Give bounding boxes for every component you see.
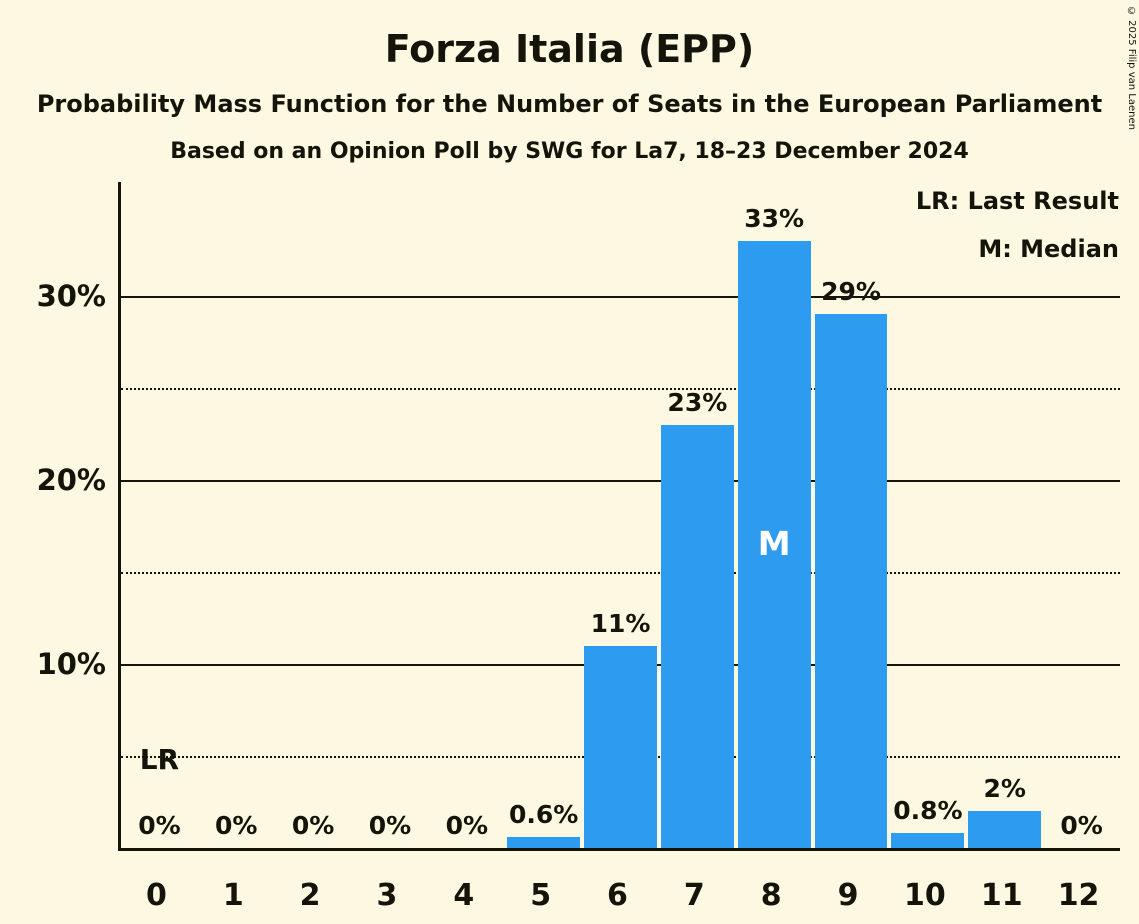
bar-value-label-seat-12: 0% bbox=[1060, 811, 1103, 840]
bar-seat-8 bbox=[737, 240, 811, 848]
y-axis-label-30: 30% bbox=[36, 279, 106, 314]
bar-value-label-seat-1: 0% bbox=[215, 811, 258, 840]
bar-value-label-seat-4: 0% bbox=[445, 811, 489, 840]
bar-value-label-seat-11: 2% bbox=[983, 774, 1026, 804]
chart-subtitle: Probability Mass Function for the Number… bbox=[36, 90, 1103, 118]
x-axis-label-10: 10 bbox=[904, 878, 946, 913]
median-marker: M bbox=[757, 524, 791, 564]
legend-last-result: LR: Last Result bbox=[915, 187, 1119, 215]
copyright-text: © 2025 Filip van Laenen bbox=[1126, 6, 1137, 130]
bar-value-label-seat-10: 0.8% bbox=[893, 796, 963, 826]
x-axis-label-2: 2 bbox=[299, 878, 321, 913]
bar-seat-6 bbox=[584, 645, 657, 848]
plot-area: 0% 0% 0% 0% 0% 0.6% 11% 23% 33% 29% 0.8% 2% 0% M LR bbox=[118, 182, 1120, 851]
bar-value-label-seat-5: 0.6% bbox=[508, 799, 579, 829]
y-axis-label-10: 10% bbox=[36, 647, 106, 682]
bar-value-label-seat-8: 33% bbox=[744, 203, 805, 233]
x-axis-label-6: 6 bbox=[607, 878, 628, 913]
x-axis-label-11: 11 bbox=[980, 878, 1023, 913]
x-axis-label-3: 3 bbox=[376, 878, 398, 913]
y-axis-label-20: 20% bbox=[36, 463, 106, 498]
bar-value-label-seat-3: 0% bbox=[368, 811, 412, 840]
bar-value-label-seat-7: 23% bbox=[667, 387, 728, 417]
x-axis-label-8: 8 bbox=[760, 878, 782, 913]
legend-median: M: Median bbox=[978, 235, 1119, 263]
x-axis-label-12: 12 bbox=[1057, 878, 1100, 913]
bar-seat-5 bbox=[507, 836, 581, 848]
bar-value-label-seat-9: 29% bbox=[821, 277, 881, 307]
last-result-marker: LR bbox=[139, 743, 180, 776]
chart-title: Forza Italia (EPP) bbox=[384, 27, 755, 71]
bar-seat-11 bbox=[968, 811, 1042, 848]
x-axis-label-1: 1 bbox=[222, 878, 244, 913]
x-axis-label-9: 9 bbox=[837, 878, 859, 913]
gridline-solid-30 bbox=[121, 296, 1120, 299]
gridline-dotted-25 bbox=[121, 388, 1120, 391]
bar-value-label-seat-6: 11% bbox=[590, 608, 651, 638]
x-axis-label-4: 4 bbox=[453, 878, 475, 913]
bar-seat-9 bbox=[814, 314, 888, 848]
x-axis-label-5: 5 bbox=[530, 878, 552, 913]
x-axis-label-7: 7 bbox=[683, 878, 705, 913]
bar-value-label-seat-2: 0% bbox=[291, 811, 335, 840]
bar-seat-7 bbox=[660, 424, 734, 848]
bar-seat-10 bbox=[891, 833, 965, 848]
chart-source-subtitle: Based on an Opinion Poll by SWG for La7,… bbox=[170, 139, 969, 164]
gridline-dotted-15 bbox=[121, 572, 1120, 575]
gridline-solid-20 bbox=[121, 480, 1120, 483]
x-axis-label-0: 0 bbox=[145, 878, 167, 913]
bar-value-label-seat-0: 0% bbox=[138, 811, 181, 840]
